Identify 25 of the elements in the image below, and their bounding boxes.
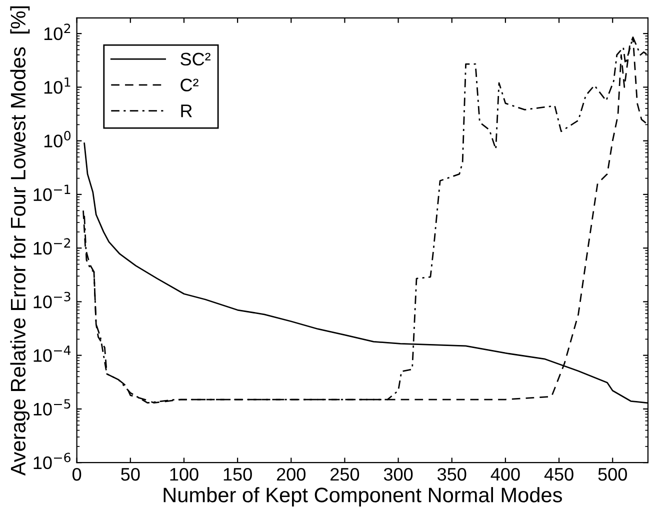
x-tick-label: 250 bbox=[330, 468, 360, 481]
y-tick-label: 10$^{−4}$ bbox=[34, 346, 71, 362]
x-axis-title: Number of Kept Component Normal Modes bbox=[164, 487, 562, 506]
legend-label: SC² bbox=[180, 52, 210, 66]
y-tick-label: 10$^{−1}$ bbox=[34, 184, 70, 202]
y-tick-label: 10$^{−2}$ bbox=[34, 238, 70, 255]
x-tick-label: 500 bbox=[598, 468, 627, 481]
x-tick-label: 100 bbox=[170, 468, 198, 481]
x-tick-label: 150 bbox=[224, 468, 252, 481]
x-tick-label: 450 bbox=[544, 468, 574, 481]
legend-label: C² bbox=[180, 78, 198, 92]
x-tick-label: 400 bbox=[490, 468, 520, 481]
x-tick-label: 200 bbox=[276, 468, 306, 481]
x-tick-label: 50 bbox=[121, 468, 140, 481]
y-tick-label: 10$^{−3}$ bbox=[34, 292, 70, 308]
y-tick-label: 10$^{1}$ bbox=[44, 77, 70, 94]
y-tick-label: 10$^{−5}$ bbox=[34, 399, 70, 416]
x-tick-label: 350 bbox=[437, 468, 466, 481]
y-tick-label: 10$^{2}$ bbox=[44, 24, 70, 40]
x-tick-label: 0 bbox=[72, 468, 82, 481]
y-axis-title: Average Relative Error for Four Lowest Modes [%] bbox=[10, 6, 30, 476]
legend-label: R bbox=[181, 104, 192, 118]
y-tick-label: 10$^{−6}$ bbox=[34, 452, 71, 470]
y-tick-label: 10$^{0}$ bbox=[44, 130, 71, 148]
x-tick-label: 300 bbox=[384, 468, 413, 481]
